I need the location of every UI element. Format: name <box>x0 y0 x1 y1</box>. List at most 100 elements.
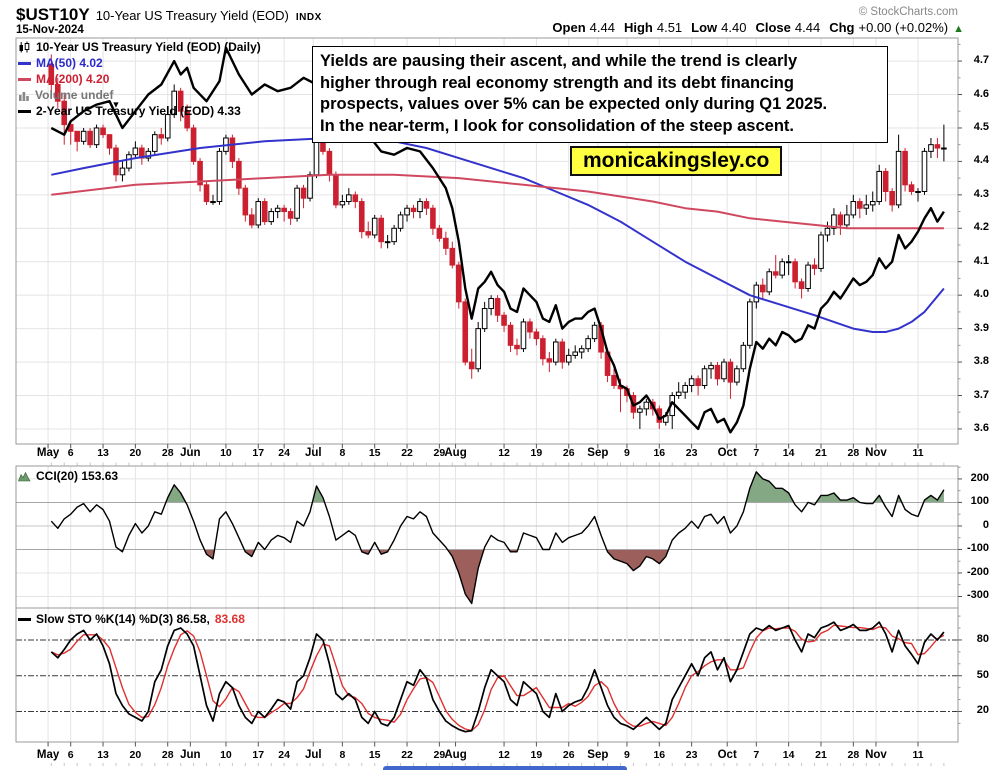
x-tick-label: 13 <box>97 749 109 761</box>
x-tick-label: Nov <box>865 749 887 761</box>
legend-label-ma200: MA(200) 4.20 <box>36 72 110 86</box>
quote-line: Open 4.44 High 4.51 Low 4.40 Close 4.44 Chg +0.00… <box>552 20 964 35</box>
legend-cci: CCI(20) 153.63 <box>18 469 118 483</box>
y-tick-label: -200 <box>966 565 989 578</box>
down-triangle-marker: ▼ <box>111 100 120 110</box>
x-tick-label: May <box>36 749 60 761</box>
annotation-line: In the near-term, I look for consolidati… <box>320 116 794 135</box>
overlay-line-swatch <box>18 109 31 113</box>
low-value: 4.40 <box>721 20 747 35</box>
watermark-label: monicakingsley.co <box>570 146 783 176</box>
bottom-scrollbar[interactable] <box>383 766 627 770</box>
close-label: Close <box>755 20 791 35</box>
legend-ma200: MA(200) 4.20 <box>18 72 109 86</box>
x-tick-label: 26 <box>562 749 575 761</box>
x-tick-label: 12 <box>498 749 510 761</box>
legend-label-2year: 2-Year US Treasury Yield (EOD) 4.33 <box>36 104 241 118</box>
x-tick-label: Sep <box>587 749 609 761</box>
x-tick-label: 20 <box>129 447 142 459</box>
x-tick-label: 24 <box>278 447 290 459</box>
x-tick-label: 7 <box>753 749 760 761</box>
axis-ticks <box>47 43 962 766</box>
x-tick-label: 8 <box>339 749 346 761</box>
x-tick-label: 28 <box>161 749 174 761</box>
x-tick-label: Sep <box>587 447 609 459</box>
y-tick-label: 80 <box>976 632 989 645</box>
x-tick-label: 28 <box>847 447 860 459</box>
chg-label: Chg <box>829 20 855 35</box>
y-tick-label: 3.9 <box>973 321 989 334</box>
x-tick-label: 6 <box>67 749 74 761</box>
x-tick-label: 23 <box>685 749 698 761</box>
x-tick-label: 26 <box>562 447 575 459</box>
x-tick-label: Aug <box>444 447 467 459</box>
y-tick-label: 4.2 <box>973 221 989 234</box>
open-label: Open <box>552 20 586 35</box>
legend-volume: Volume undef <box>18 88 113 102</box>
x-tick-label: 11 <box>912 447 924 459</box>
x-tick-label: 8 <box>339 447 346 459</box>
legend-label-ma50: MA(50) 4.02 <box>36 56 103 70</box>
up-arrow-icon: ▲ <box>953 23 964 35</box>
y-tick-label: 3.8 <box>973 355 989 368</box>
cci-panel <box>15 465 959 609</box>
x-tick-label: Jun <box>180 749 201 761</box>
x-tick-label: 23 <box>685 447 698 459</box>
annotation-note: Yields are pausing their ascent, and whi… <box>312 46 888 143</box>
x-tick-label: 22 <box>401 749 413 761</box>
x-tick-label: Jun <box>180 447 201 459</box>
x-tick-label: 22 <box>401 447 413 459</box>
ma50-line-swatch <box>18 61 31 65</box>
x-tick-label: 24 <box>278 749 290 761</box>
x-tick-label: 21 <box>815 447 827 459</box>
x-tick-label: 10 <box>220 447 232 459</box>
x-tick-label: 28 <box>847 749 860 761</box>
x-tick-label: 10 <box>220 749 232 761</box>
y-tick-label: 4.5 <box>973 120 989 133</box>
symbol: $UST10Y <box>16 5 90 24</box>
legend-label-sto-d: 83.68 <box>214 612 245 626</box>
y-tick-label: 4.6 <box>973 87 989 100</box>
y-tick-label: 4.7 <box>973 54 989 67</box>
x-tick-label: Jul <box>304 447 322 459</box>
x-tick-label: 11 <box>912 749 924 761</box>
y-tick-label: 4.1 <box>973 254 989 267</box>
x-tick-label: Oct <box>717 447 737 459</box>
x-tick-label: 16 <box>653 749 666 761</box>
high-value: 4.51 <box>656 20 683 35</box>
y-tick-label: 4.0 <box>973 288 989 301</box>
y-tick-label: -300 <box>966 589 989 602</box>
legend-2year-overlay: 2-Year US Treasury Yield (EOD) 4.33 <box>18 104 241 118</box>
annotation-line: higher through real economy strength and… <box>320 73 794 92</box>
x-tick-label: 14 <box>782 749 795 761</box>
legend-stochastic: Slow STO %K(14) %D(3) 86.58, 83.68 <box>18 612 245 626</box>
x-tick-label: 6 <box>67 447 74 459</box>
y-tick-label: 20 <box>976 704 989 717</box>
cci-area-icon <box>18 471 31 481</box>
y-tick-label: 100 <box>970 495 989 508</box>
volume-bars-icon <box>19 91 29 101</box>
sto-line-swatch <box>18 617 31 621</box>
low-label: Low <box>691 20 718 35</box>
y-tick-label: 4.4 <box>973 154 989 167</box>
legend-label-cci: CCI(20) 153.63 <box>36 469 119 483</box>
x-tick-label: 17 <box>252 447 265 459</box>
copyright-text: © StockCharts.com <box>858 6 958 18</box>
chart-date: 15-Nov-2024 <box>16 24 84 36</box>
y-tick-label: 0 <box>982 518 989 531</box>
y-tick-label: 4.3 <box>973 187 989 200</box>
x-tick-label: 15 <box>368 749 381 761</box>
x-tick-label: Aug <box>444 749 467 761</box>
sto-panel <box>15 607 959 743</box>
x-tick-label: 12 <box>498 447 510 459</box>
legend-ma50: MA(50) 4.02 <box>18 56 103 70</box>
exchange-label: INDX <box>295 12 322 23</box>
y-tick-label: 3.6 <box>973 421 989 434</box>
close-value: 4.44 <box>794 20 821 35</box>
chg-value: +0.00 (+0.02%) <box>858 20 949 35</box>
x-tick-label: Jul <box>304 749 322 761</box>
x-tick-label: 15 <box>368 447 381 459</box>
x-tick-label: 17 <box>252 749 265 761</box>
